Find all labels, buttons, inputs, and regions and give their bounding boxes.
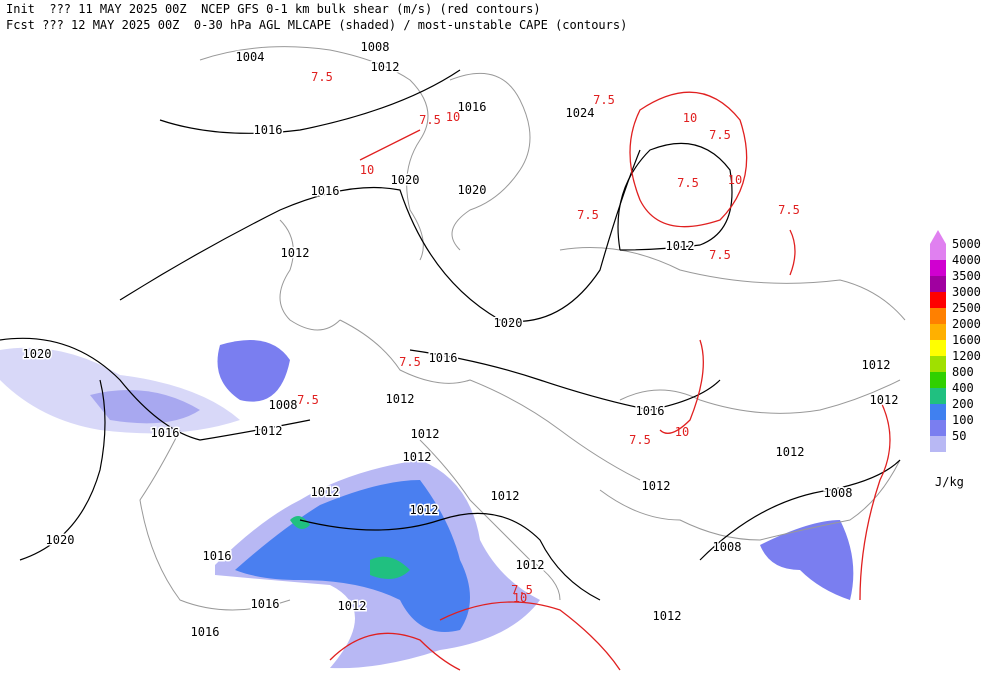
header-line: Init ??? 11 MAY 2025 00Z NCEP GFS 0-1 km… [6, 2, 541, 16]
shear-label: 10 [728, 173, 742, 187]
legend-swatch [930, 420, 946, 436]
legend-label: 100 [952, 413, 974, 427]
isobar-label: 1016 [636, 404, 665, 418]
shear-label: 7.5 [709, 128, 731, 142]
isobar-label: 1008 [824, 486, 853, 500]
cape-shading [0, 340, 854, 669]
legend-label: 200 [952, 397, 974, 411]
isobar-label: 1012 [371, 60, 400, 74]
legend-label: 2500 [952, 301, 981, 315]
isobar-label: 1016 [311, 184, 340, 198]
legend-swatch [930, 388, 946, 404]
isobar-label: 1008 [361, 40, 390, 54]
legend-label: 1600 [952, 333, 981, 347]
legend-label: 800 [952, 365, 974, 379]
legend-swatch [930, 244, 946, 260]
isobar-label: 1012 [776, 445, 805, 459]
legend-swatch [930, 308, 946, 324]
shear-label: 10 [683, 111, 697, 125]
isobar-label: 1016 [429, 351, 458, 365]
isobar-label: 1020 [23, 347, 52, 361]
isobar-label: 1012 [311, 485, 340, 499]
shear-label: 7.5 [677, 176, 699, 190]
isobar-label: 1004 [236, 50, 265, 64]
shear-label: 7.5 [297, 393, 319, 407]
legend-label: 1200 [952, 349, 981, 363]
shear-label: 7.5 [399, 355, 421, 369]
isobar-label: 1020 [458, 183, 487, 197]
isobar-label: 1012 [338, 599, 367, 613]
isobar-label: 1016 [203, 549, 232, 563]
legend-label: 4000 [952, 253, 981, 267]
legend-swatch [930, 276, 946, 292]
shear-label: 7.5 [311, 70, 333, 84]
isobar-label: 1012 [386, 392, 415, 406]
legend-swatch [930, 340, 946, 356]
isobar-label: 1024 [566, 106, 595, 120]
isobar-label: 1012 [642, 479, 671, 493]
shear-label: 7.5 [419, 113, 441, 127]
isobar-label: 1012 [410, 503, 439, 517]
isobar-label: 1012 [491, 489, 520, 503]
shear-label: 7.5 [709, 248, 731, 262]
shear-label: 7.5 [629, 433, 651, 447]
legend-swatch [930, 404, 946, 420]
legend: 5000 4000 3500 3000 2500 2000 1600 1200 800 400 20… [930, 230, 981, 489]
legend-unit: J/kg [935, 475, 964, 489]
isobar-label: 1020 [494, 316, 523, 330]
legend-arrow [930, 230, 946, 244]
shear-label: 10 [675, 425, 689, 439]
legend-swatch [930, 324, 946, 340]
shear-label: 7.5 [577, 208, 599, 222]
isobar-label: 1008 [713, 540, 742, 554]
isobar-label: 1016 [458, 100, 487, 114]
legend-swatch [930, 372, 946, 388]
isobar-label: 1012 [411, 427, 440, 441]
legend-label: 400 [952, 381, 974, 395]
legend-label: 2000 [952, 317, 981, 331]
isobar-label: 1012 [254, 424, 283, 438]
shear-label: 7.5 [778, 203, 800, 217]
isobar-label: 1016 [251, 597, 280, 611]
header-line: Fcst ??? 12 MAY 2025 00Z 0-30 hPa AGL ML… [6, 18, 627, 32]
legend-swatch [930, 260, 946, 276]
legend-label: 5000 [952, 237, 981, 251]
isobars [0, 69, 901, 601]
legend-label: 3500 [952, 269, 981, 283]
isobar-labels: 1004 1008 1012 1016 1016 1024 1020 1020 1016 1012… [21, 39, 900, 641]
shear-label: 10 [360, 163, 374, 177]
isobar-label: 1020 [391, 173, 420, 187]
isobar-label: 1016 [254, 123, 283, 137]
shear-contours [329, 91, 891, 671]
isobar-label: 1012 [870, 393, 899, 407]
shear-label: 10 [513, 591, 527, 605]
legend-label: 50 [952, 429, 966, 443]
isobar-label: 1012 [653, 609, 682, 623]
legend-swatch [930, 292, 946, 308]
shear-label: 10 [446, 110, 460, 124]
legend-label: 3000 [952, 285, 981, 299]
isobar-label: 1008 [269, 398, 298, 412]
shear-label: 7.5 [511, 583, 533, 597]
isobar-label: 1016 [191, 625, 220, 639]
isobar-label: 1020 [46, 533, 75, 547]
isobar-label: 1012 [862, 358, 891, 372]
isobar-label: 1016 [151, 426, 180, 440]
legend-swatch [930, 356, 946, 372]
shear-label: 7.5 [593, 93, 615, 107]
isobar-label: 1012 [666, 239, 695, 253]
isobar-label: 1012 [516, 558, 545, 572]
isobar-label: 1012 [403, 450, 432, 464]
coastlines [139, 46, 906, 611]
legend-swatch [930, 436, 946, 452]
isobar-label: 1012 [281, 246, 310, 260]
